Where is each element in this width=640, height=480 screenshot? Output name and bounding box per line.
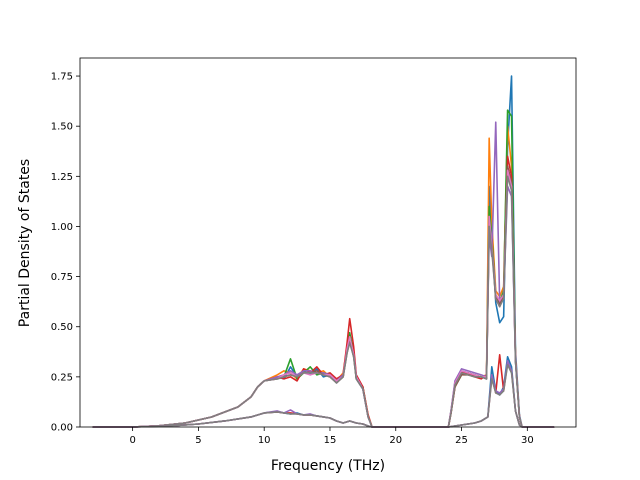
x-tick-label: 30 — [521, 435, 534, 446]
y-tick-label: 0.75 — [51, 272, 73, 283]
y-tick-label: 0.50 — [51, 322, 73, 333]
x-axis-ticks: 0 5 10 15 20 25 30 — [129, 427, 534, 446]
series-line-12 — [92, 364, 555, 428]
y-tick-label: 1.25 — [51, 172, 73, 183]
x-tick-label: 20 — [389, 435, 402, 446]
y-tick-label: 0.00 — [51, 423, 73, 434]
plot-frame — [79, 57, 577, 428]
y-tick-label: 1.50 — [51, 122, 73, 133]
x-tick-label: 10 — [258, 435, 271, 446]
series-line-8 — [92, 175, 555, 428]
x-axis-label: Frequency (THz) — [271, 458, 385, 474]
y-axis-ticks: 0.00 0.25 0.50 0.75 1.00 1.25 1.50 1.75 — [51, 72, 80, 434]
x-tick-label: 25 — [455, 435, 468, 446]
series-layer — [92, 75, 555, 428]
y-tick-label: 0.25 — [51, 372, 73, 383]
x-tick-label: 15 — [324, 435, 337, 446]
x-tick-label: 0 — [129, 435, 135, 446]
y-tick-label: 1.75 — [51, 72, 73, 83]
y-tick-label: 1.00 — [51, 222, 73, 233]
x-tick-label: 5 — [195, 435, 201, 446]
y-axis-label: Partial Density of States — [17, 159, 33, 327]
